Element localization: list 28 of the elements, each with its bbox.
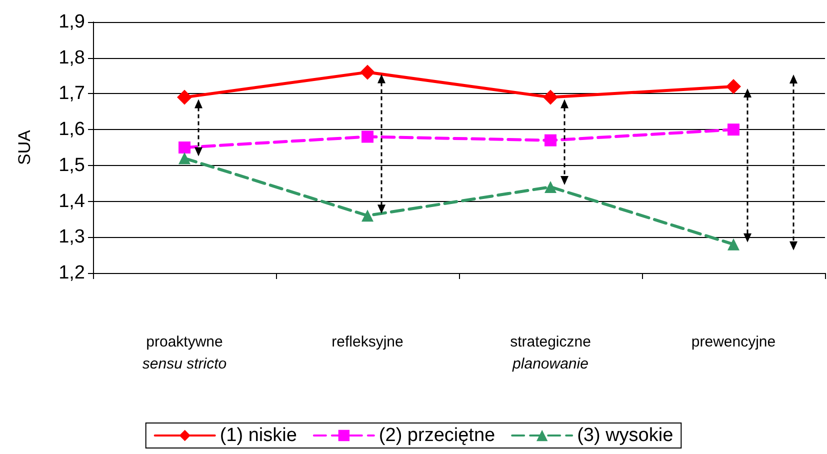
y-axis-title: SUA xyxy=(15,129,34,165)
x-tick-label: proaktywne sensu stricto xyxy=(142,334,227,372)
legend-label: (1) niskie xyxy=(220,425,297,446)
point xyxy=(362,210,374,222)
point xyxy=(728,124,740,136)
point xyxy=(543,90,558,105)
point xyxy=(726,79,741,94)
y-tick-label: 1,3 xyxy=(58,226,85,248)
point xyxy=(544,134,556,146)
y-tick-label: 1,5 xyxy=(58,154,85,176)
y-tick-label: 1,2 xyxy=(58,262,85,284)
point xyxy=(177,90,192,105)
legend-label: (3) wysokie xyxy=(577,425,674,446)
point xyxy=(362,130,374,143)
point xyxy=(178,152,190,164)
x-tick-label: prewencyjne xyxy=(691,334,776,350)
x-tick-label: strategiczne planowanie xyxy=(510,334,591,372)
y-tick-label: 1,8 xyxy=(58,47,85,68)
x-tick-label: refleksyjne xyxy=(332,334,404,350)
y-tick-label: 1,9 xyxy=(58,12,85,32)
point xyxy=(360,64,375,80)
y-tick-label: 1,7 xyxy=(58,83,85,104)
point xyxy=(544,180,556,193)
point xyxy=(178,142,190,154)
y-tick-label: 1,6 xyxy=(58,119,85,140)
legend-label: (2) przeciętne xyxy=(378,425,496,446)
point xyxy=(728,238,740,250)
y-tick-label: 1,4 xyxy=(58,190,86,212)
